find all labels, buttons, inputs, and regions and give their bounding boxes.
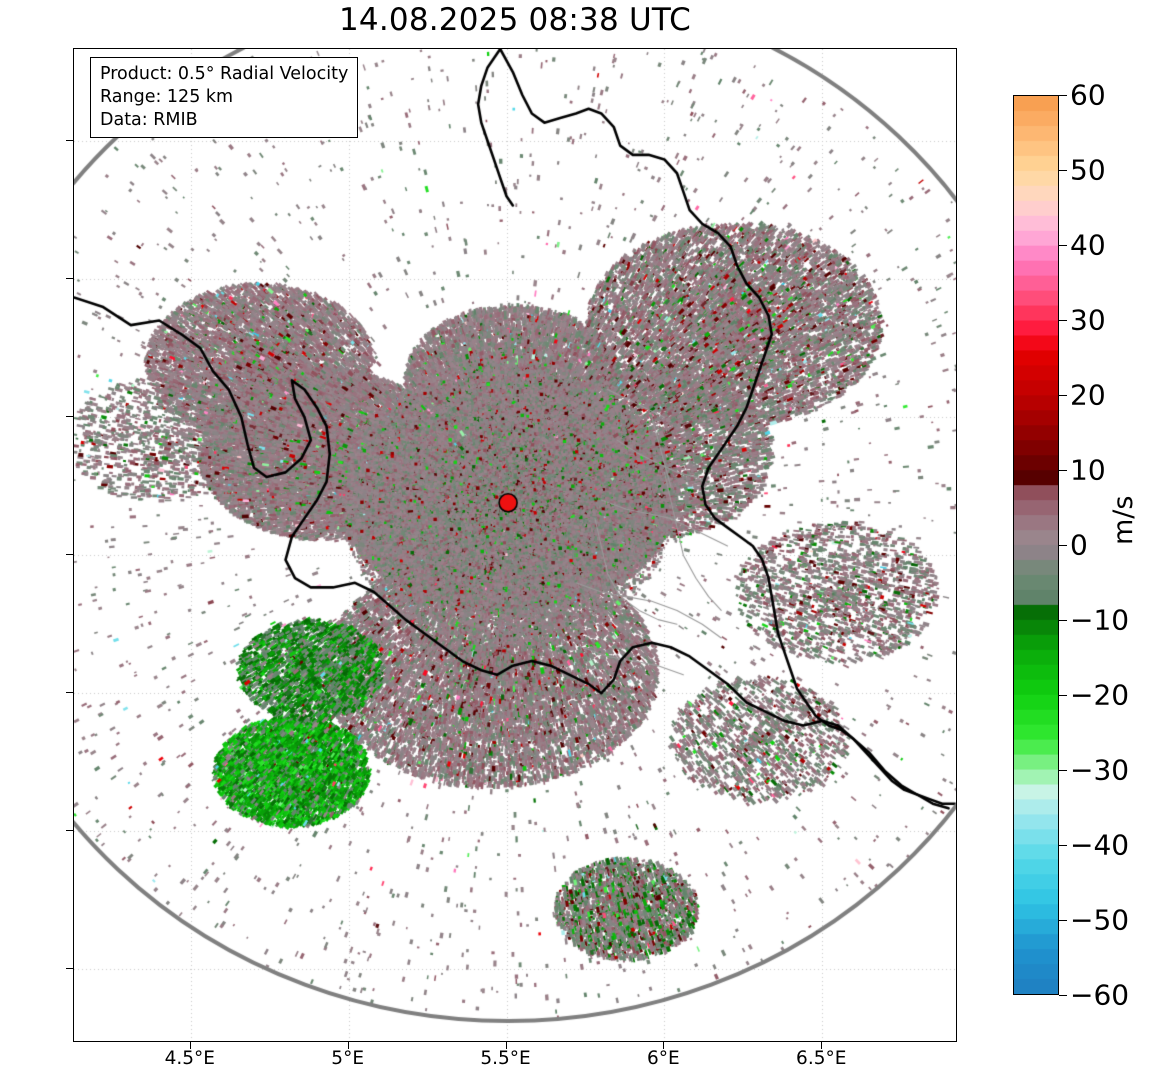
colorbar-tick-label-6: 0: [1070, 528, 1088, 562]
longitude-tick-label-0: 4.5°E: [164, 1048, 215, 1069]
longitude-tick-label-1: 5°E: [331, 1048, 365, 1069]
plot-title: 14.08.2025 08:38 UTC: [339, 2, 691, 38]
info-range-line: Range: 125 km: [100, 86, 234, 107]
colorbar-axis-label: m/s: [1108, 495, 1139, 545]
longitude-tick-label-3: 6°E: [647, 1048, 680, 1069]
longitude-tick-mark-4: [821, 1042, 823, 1049]
colorbar[interactable]: [1013, 95, 1059, 995]
map-plot-area[interactable]: Product: 0.5° Radial Velocity Range: 125…: [73, 48, 957, 1042]
colorbar-tick-mark-4: [1059, 395, 1067, 396]
colorbar-tick-label-5: 10: [1070, 453, 1106, 487]
colorbar-tick-mark-9: [1059, 770, 1067, 771]
longitude-tick-mark-2: [505, 1042, 507, 1049]
colorbar-tick-label-4: 20: [1070, 378, 1106, 412]
info-product-line: Product: 0.5° Radial Velocity: [100, 64, 349, 84]
latitude-tick-mark-5: [66, 830, 73, 832]
latitude-tick-mark-0: [66, 140, 73, 142]
colorbar-gradient: [1013, 95, 1059, 995]
colorbar-tick-mark-11: [1059, 920, 1067, 921]
colorbar-tick-label-11: −50: [1070, 903, 1130, 937]
longitude-tick-label-2: 5.5°E: [480, 1048, 531, 1069]
colorbar-tick-mark-12: [1059, 995, 1067, 996]
latitude-tick-mark-3: [66, 554, 73, 556]
longitude-tick-label-4: 6.5°E: [796, 1048, 847, 1069]
longitude-tick-mark-3: [663, 1042, 665, 1049]
colorbar-tick-mark-10: [1059, 845, 1067, 846]
longitude-tick-mark-1: [347, 1042, 349, 1049]
colorbar-tick-label-9: −30: [1070, 753, 1130, 787]
product-info-box: Product: 0.5° Radial Velocity Range: 125…: [90, 57, 359, 139]
longitude-tick-mark-0: [189, 1042, 191, 1049]
latitude-tick-mark-2: [66, 416, 73, 418]
colorbar-tick-label-8: −20: [1070, 678, 1130, 712]
colorbar-tick-mark-7: [1059, 620, 1067, 621]
latitude-tick-mark-4: [66, 692, 73, 694]
radar-velocity-map-canvas[interactable]: [74, 49, 956, 1041]
colorbar-tick-label-12: −60: [1070, 978, 1130, 1012]
latitude-tick-mark-1: [66, 278, 73, 280]
colorbar-tick-label-2: 40: [1070, 228, 1106, 262]
colorbar-tick-label-3: 30: [1070, 303, 1106, 337]
colorbar-tick-mark-1: [1059, 170, 1067, 171]
latitude-tick-mark-6: [66, 968, 73, 970]
colorbar-tick-mark-3: [1059, 320, 1067, 321]
colorbar-tick-label-7: −10: [1070, 603, 1130, 637]
colorbar-tick-label-1: 50: [1070, 153, 1106, 187]
info-data-line: Data: RMIB: [100, 109, 198, 130]
colorbar-tick-label-0: 60: [1070, 78, 1106, 112]
colorbar-tick-mark-5: [1059, 470, 1067, 471]
colorbar-tick-mark-2: [1059, 245, 1067, 246]
colorbar-tick-mark-6: [1059, 545, 1067, 546]
colorbar-tick-mark-0: [1059, 95, 1067, 96]
colorbar-tick-label-10: −40: [1070, 828, 1130, 862]
colorbar-tick-mark-8: [1059, 695, 1067, 696]
